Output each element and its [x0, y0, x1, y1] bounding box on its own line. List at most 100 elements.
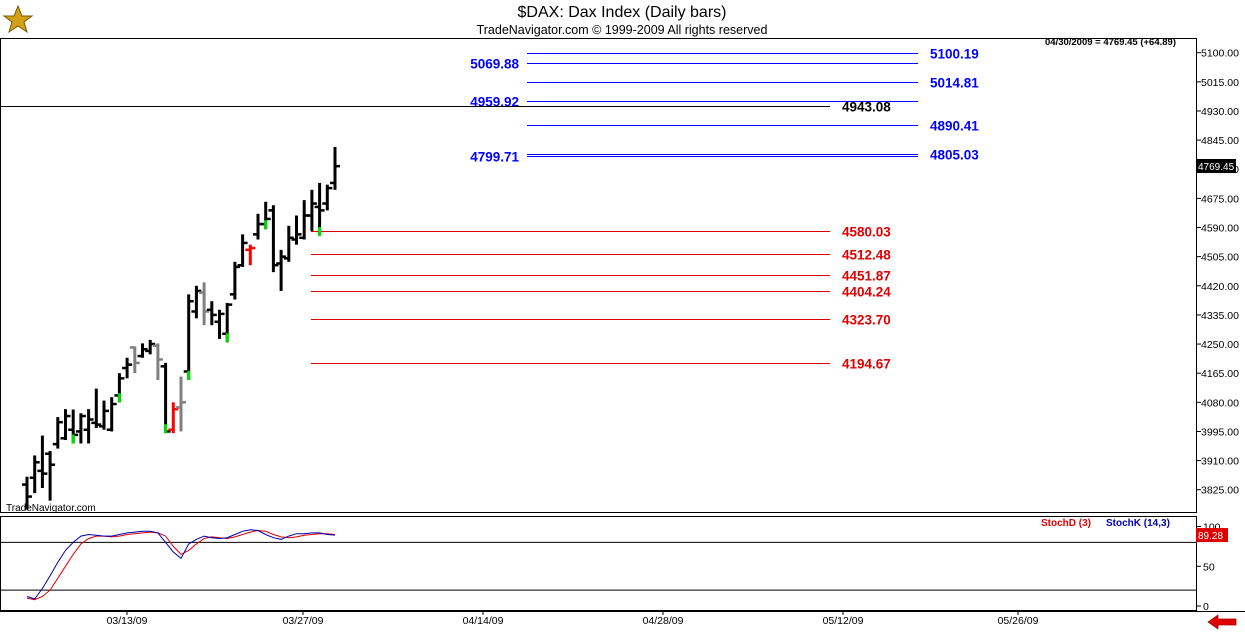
price-bar [52, 417, 63, 449]
y-tick-label: 4165.00 [1201, 368, 1239, 380]
x-tick-label: 04/14/09 [463, 615, 504, 627]
price-bar [122, 357, 133, 379]
last-price-box [1196, 159, 1236, 174]
price-bar [106, 397, 117, 432]
price-bar [322, 184, 333, 211]
price-bar [283, 225, 294, 262]
price-bar [37, 435, 48, 489]
level-label: 5069.88 [470, 57, 519, 72]
logo-icon [2, 4, 34, 34]
copyright-text: TradeNavigator.com © 1999-2009 All right… [477, 23, 768, 37]
y-tick-label: 3825.00 [1201, 485, 1239, 497]
price-bar [191, 285, 202, 319]
level-label: 5014.81 [930, 76, 979, 91]
price-bars: 4769.45 [22, 146, 1236, 510]
price-bar [291, 215, 302, 245]
price-bar [152, 343, 163, 381]
x-tick-label: 03/13/09 [107, 615, 148, 627]
y-tick-label: 4080.00 [1201, 397, 1239, 409]
price-bar [237, 234, 248, 267]
y-tick-label: 4250.00 [1201, 339, 1239, 351]
price-bar [199, 282, 210, 326]
price-bar [60, 409, 71, 441]
price-bar [245, 244, 256, 266]
price-bar [314, 182, 325, 237]
price-bar [129, 346, 140, 374]
y-tick-label: 4335.00 [1201, 310, 1239, 322]
stoch-series-line [26, 529, 336, 601]
y-tick-label: 4505.00 [1201, 252, 1239, 264]
price-bar [137, 343, 148, 358]
y-tick-label: 4420.00 [1201, 281, 1239, 293]
left-arrow-icon[interactable] [1207, 614, 1237, 630]
price-bar [168, 402, 179, 434]
price-bar [253, 213, 263, 240]
price-bar [183, 294, 194, 381]
y-tick-label: 5100.00 [1201, 48, 1239, 60]
last-price-label: 4769.45 [1198, 162, 1235, 173]
y-tick-label: 4675.00 [1201, 193, 1239, 205]
price-bar [206, 301, 217, 326]
level-label: 4194.67 [842, 357, 891, 372]
price-bar [145, 339, 156, 355]
stoch-y-tick-label: 0 [1203, 601, 1209, 613]
price-bar [22, 476, 32, 510]
price-axis: 3825.00 3910.00 3995.00 4080.00 4165.00 4250.… [1196, 48, 1239, 497]
price-bar [99, 400, 109, 430]
y-tick-label: 3995.00 [1201, 426, 1239, 438]
price-bar [330, 146, 340, 190]
level-label: 4512.48 [842, 248, 891, 263]
price-bar [45, 450, 56, 501]
price-bar [306, 189, 317, 231]
price-panel-frame [0, 38, 1197, 513]
price-bar [68, 409, 79, 444]
y-tick-label: 4590.00 [1201, 223, 1239, 235]
price-bar [229, 261, 240, 300]
y-tick-label: 4930.00 [1201, 106, 1239, 118]
y-tick-label: 3910.00 [1201, 456, 1239, 468]
price-bar [222, 302, 233, 343]
level-label: 4799.71 [470, 150, 519, 165]
level-label: 4890.41 [930, 119, 979, 134]
price-bar [260, 201, 271, 230]
price-bar [91, 388, 102, 429]
price-bar [29, 455, 40, 494]
stoch-last-box [1196, 528, 1228, 543]
level-label: 4404.24 [842, 285, 891, 300]
x-tick-label: 05/12/09 [823, 615, 864, 627]
x-tick-label: 04/28/09 [643, 615, 684, 627]
price-bar [214, 309, 225, 339]
price-bar [75, 413, 86, 444]
stoch-y-tick-label: 50 [1203, 561, 1215, 573]
price-bar [83, 409, 94, 444]
y-tick-label: 4845.00 [1201, 135, 1239, 147]
date-axis: 03/13/09 03/27/09 04/14/09 04/28/09 05/12/09… [107, 611, 1039, 627]
level-label: 4580.03 [842, 225, 891, 240]
price-bar [160, 362, 171, 434]
chart-title: $DAX: Dax Index (Daily bars) [518, 4, 727, 21]
level-label: 4959.92 [470, 95, 519, 110]
price-bar [268, 205, 279, 273]
stoch-panel-frame [0, 516, 1197, 611]
watermark-text: TradeNavigator.com [6, 503, 96, 514]
level-label: 4943.08 [842, 100, 891, 115]
price-bar [176, 376, 186, 432]
level-label: 4805.03 [930, 148, 979, 163]
price-bar [114, 373, 125, 403]
level-label: 5100.19 [930, 47, 979, 62]
price-bar [276, 249, 287, 291]
level-label: 4323.70 [842, 313, 891, 328]
stoch-last-label: 89.28 [1198, 531, 1223, 542]
stoch-series-line [26, 529, 336, 600]
y-tick-label: 5015.00 [1201, 77, 1239, 89]
x-tick-label: 03/27/09 [283, 615, 324, 627]
price-levels: 5100.19 5069.88 5014.81 4959.92 4943.08 4890.… [1, 47, 979, 372]
x-tick-label: 05/26/09 [998, 615, 1039, 627]
level-label: 4451.87 [842, 269, 891, 284]
legend-stoch-d: StochD (3) [1041, 518, 1091, 529]
last-quote-text: 04/30/2009 = 4769.45 (+64.89) [1045, 37, 1176, 48]
legend-stoch-k: StochK (14,3) [1106, 518, 1170, 529]
